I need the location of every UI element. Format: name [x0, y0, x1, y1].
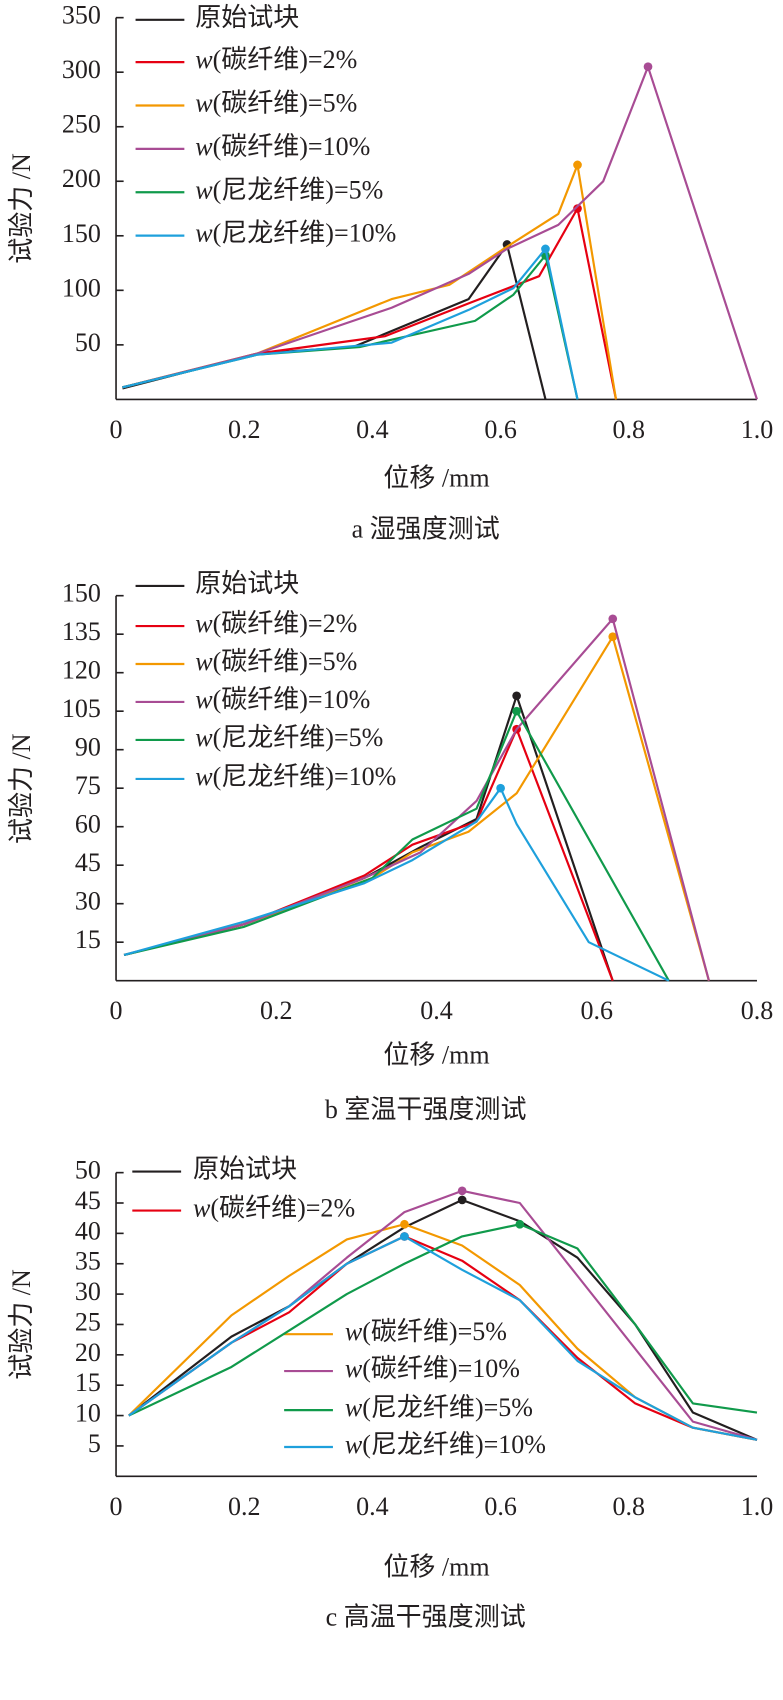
x-tick-label: 1.0 [741, 1492, 774, 1521]
peak-marker [643, 62, 653, 72]
peak-marker [457, 1186, 467, 1196]
peak-marker [512, 706, 521, 716]
x-tick-label: 0 [110, 996, 123, 1025]
y-tick-label: 5 [88, 1429, 101, 1458]
x-tick-label: 0.6 [484, 1492, 517, 1521]
legend-label: w(尼龙纤维)=5% [195, 175, 383, 204]
x-tick-label: 0.4 [356, 415, 389, 444]
x-axis-label: 位移 /mm [383, 1553, 489, 1582]
y-tick-label: 50 [75, 328, 101, 357]
legend-label: w(尼龙纤维)=10% [345, 1430, 546, 1459]
peak-marker [400, 1219, 409, 1229]
y-tick-label: 40 [75, 1216, 101, 1245]
series-line-3 [122, 163, 618, 400]
y-tick-label: 45 [75, 1186, 101, 1215]
peak-marker [515, 1219, 525, 1229]
legend-label: w(碳纤维)=2% [193, 1194, 355, 1223]
x-tick-label: 0 [110, 1492, 123, 1521]
peak-marker [496, 783, 505, 793]
chart-caption: c 高温干强度测试 [326, 1602, 526, 1631]
y-tick-label: 150 [62, 579, 101, 608]
y-tick-label: 15 [75, 1368, 101, 1397]
x-tick-label: 0.2 [260, 996, 293, 1025]
x-axis-label: 位移 /mm [383, 464, 489, 493]
series-line-6 [128, 1235, 758, 1441]
legend-label: w(碳纤维)=10% [345, 1354, 520, 1383]
x-axis-label: 位移 /mm [383, 1041, 489, 1070]
chart-a: 50 100 150 200 250 300 350 0 0.2 0.4 0.6 0.8 1.0 位移 /… [7, 1, 773, 544]
x-tick-label: 0.8 [613, 1492, 646, 1521]
peak-marker [608, 614, 618, 624]
y-tick-label: 90 [75, 733, 101, 762]
legend-label: 原始试块 [195, 3, 299, 32]
series-line-5 [128, 1223, 758, 1417]
y-tick-label: 60 [75, 810, 101, 839]
legend-label: 原始试块 [195, 569, 299, 598]
y-tick-label: 250 [62, 110, 101, 139]
legend-label: 原始试块 [193, 1155, 297, 1184]
series-line-5 [122, 254, 579, 400]
legend-label: w(尼龙纤维)=10% [195, 219, 396, 248]
y-tick-label: 50 [75, 1156, 101, 1185]
y-tick-label: 25 [75, 1307, 101, 1336]
peak-marker [573, 160, 582, 170]
y-tick-label: 15 [75, 925, 101, 954]
y-axis-label: 试验力 /N [7, 1269, 36, 1380]
peak-marker [457, 1195, 467, 1205]
chart-b: 15 30 45 60 75 90 105 120 135 150 0 0.2 0.4 0.6 0.8 位移 … [7, 569, 773, 1124]
series-line-6 [122, 247, 579, 400]
y-tick-label: 300 [62, 55, 101, 84]
y-axis-label: 试验力 /N [7, 153, 36, 264]
legend-label: w(尼龙纤维)=5% [345, 1393, 533, 1422]
x-tick-label: 0.6 [484, 415, 517, 444]
legend-label: w(尼龙纤维)=5% [195, 723, 383, 752]
legend-label: w(碳纤维)=10% [195, 132, 370, 161]
legend-label: w(碳纤维)=2% [195, 609, 357, 638]
peak-marker [608, 632, 618, 642]
x-tick-label: 0.8 [741, 996, 774, 1025]
x-tick-label: 0.2 [228, 1492, 261, 1521]
series-line-6 [123, 787, 670, 982]
x-tick-label: 1.0 [741, 415, 774, 444]
x-tick-label: 0.2 [228, 415, 261, 444]
series-line-4 [122, 65, 759, 400]
y-tick-label: 105 [62, 694, 101, 723]
y-tick-label: 350 [62, 1, 101, 30]
y-axis-label: 试验力 /N [7, 733, 36, 844]
legend-label: w(碳纤维)=5% [195, 88, 357, 117]
series-line-2 [128, 1235, 758, 1441]
y-tick-label: 20 [75, 1338, 101, 1367]
peak-marker [541, 244, 550, 254]
x-tick-label: 0.4 [356, 1492, 389, 1521]
y-tick-label: 35 [75, 1247, 101, 1276]
y-tick-label: 75 [75, 771, 101, 800]
chart-caption: b 室温干强度测试 [325, 1095, 527, 1124]
peak-marker [400, 1232, 409, 1241]
y-tick-label: 30 [75, 1277, 101, 1306]
x-tick-label: 0.4 [420, 996, 453, 1025]
x-tick-label: 0.8 [613, 415, 646, 444]
y-tick-label: 100 [62, 273, 101, 302]
chart-caption: a 湿强度测试 [352, 515, 500, 544]
y-tick-label: 200 [62, 164, 101, 193]
y-tick-label: 30 [75, 887, 101, 916]
legend-label: w(碳纤维)=5% [195, 647, 357, 676]
y-tick-label: 120 [62, 656, 101, 685]
peak-marker [573, 204, 582, 213]
legend-label: w(碳纤维)=10% [195, 685, 370, 714]
y-tick-label: 45 [75, 848, 101, 877]
legend-label: w(碳纤维)=5% [345, 1317, 507, 1346]
y-tick-label: 135 [62, 617, 101, 646]
y-tick-label: 150 [62, 219, 101, 248]
series-line-4 [123, 617, 710, 981]
y-tick-label: 10 [75, 1399, 101, 1428]
legend-label: w(碳纤维)=2% [195, 45, 357, 74]
x-tick-label: 0.6 [580, 996, 613, 1025]
legend-label: w(尼龙纤维)=10% [195, 762, 396, 791]
x-tick-label: 0 [110, 415, 123, 444]
peak-marker [512, 691, 521, 701]
